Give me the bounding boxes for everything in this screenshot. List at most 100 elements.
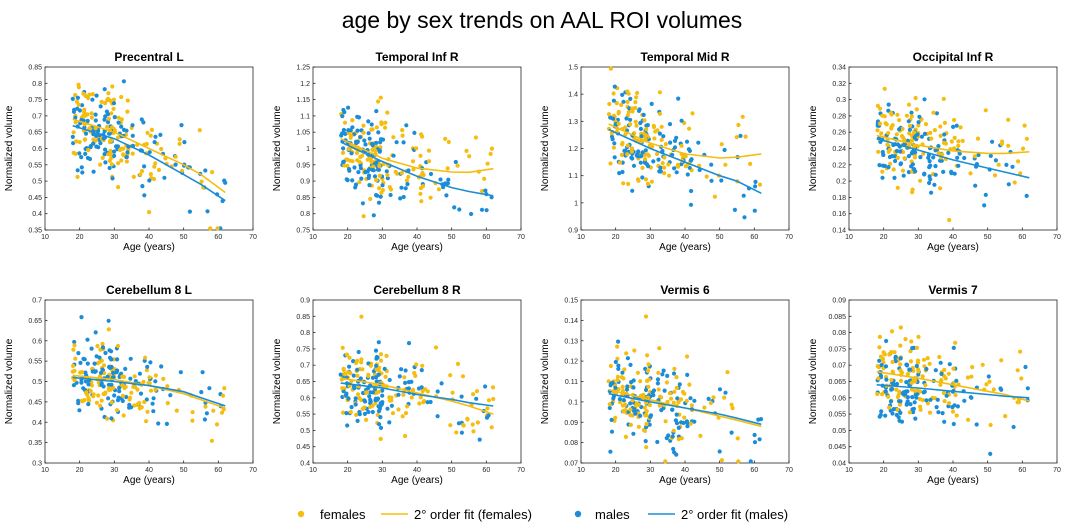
male-point bbox=[435, 414, 440, 419]
female-point bbox=[643, 413, 648, 418]
x-tick-label: 40 bbox=[145, 467, 153, 474]
female-point bbox=[151, 176, 157, 182]
female-point bbox=[667, 391, 673, 396]
female-point bbox=[143, 355, 148, 360]
male-point bbox=[639, 154, 644, 159]
male-point bbox=[613, 359, 618, 365]
female-point bbox=[886, 394, 891, 399]
male-point bbox=[883, 364, 889, 369]
female-point bbox=[636, 402, 641, 407]
male-point bbox=[376, 130, 381, 135]
male-point bbox=[153, 134, 158, 139]
female-point bbox=[116, 115, 121, 120]
female-point bbox=[120, 374, 125, 379]
female-point bbox=[629, 149, 635, 154]
male-point bbox=[722, 147, 727, 153]
male-point bbox=[156, 421, 161, 426]
female-point bbox=[928, 130, 933, 135]
female-point bbox=[359, 357, 364, 362]
female-point bbox=[625, 143, 630, 148]
panel-7: 10 20 30 40 50 60 70 0.07 0.08 0.09 0.1 0.11 0.12 0.1… bbox=[540, 283, 793, 486]
female-point bbox=[892, 350, 897, 355]
male-point bbox=[612, 141, 617, 146]
legend-fit-males-label: 2° order fit (males) bbox=[681, 507, 788, 522]
y-tick-label: 0.9 bbox=[300, 179, 310, 186]
male-point bbox=[342, 110, 347, 115]
male-point bbox=[656, 157, 661, 162]
male-point bbox=[138, 391, 144, 396]
female-point bbox=[222, 386, 227, 391]
x-tick-label: 20 bbox=[344, 234, 352, 241]
male-point bbox=[933, 368, 938, 373]
male-point bbox=[882, 163, 888, 169]
female-point bbox=[426, 159, 432, 164]
female-point bbox=[898, 368, 903, 373]
female-point bbox=[124, 159, 129, 164]
male-point bbox=[347, 364, 352, 369]
female-point bbox=[719, 458, 725, 463]
male-point bbox=[684, 139, 690, 144]
female-point bbox=[190, 410, 195, 415]
legend: females 2° order fit (females) males 2° … bbox=[297, 507, 788, 522]
male-point bbox=[883, 389, 888, 394]
male-point bbox=[670, 407, 675, 412]
x-axis-label: Age (years) bbox=[123, 475, 175, 486]
male-point bbox=[886, 102, 891, 107]
male-point bbox=[692, 398, 697, 403]
male-point bbox=[916, 120, 921, 125]
female-point bbox=[915, 360, 921, 365]
male-point bbox=[938, 360, 943, 365]
male-point bbox=[90, 97, 95, 102]
female-point bbox=[420, 389, 425, 394]
male-point bbox=[344, 411, 349, 416]
female-point bbox=[106, 91, 111, 96]
x-tick-label: 70 bbox=[249, 467, 257, 474]
y-tick-label: 0.08 bbox=[832, 330, 846, 337]
male-point bbox=[688, 202, 694, 207]
y-tick-label: 0.07 bbox=[564, 461, 578, 468]
female-point bbox=[77, 139, 82, 145]
male-point bbox=[672, 138, 678, 143]
female-point bbox=[1000, 139, 1005, 144]
female-point bbox=[917, 396, 922, 402]
x-tick-label: 30 bbox=[110, 467, 118, 474]
fit-line-males bbox=[72, 124, 226, 202]
female-point bbox=[644, 422, 649, 427]
female-point bbox=[927, 410, 933, 415]
female-point bbox=[608, 161, 613, 166]
male-point bbox=[696, 140, 701, 145]
female-point bbox=[626, 110, 631, 115]
female-point bbox=[672, 366, 677, 371]
x-tick-label: 60 bbox=[1018, 234, 1026, 241]
female-point bbox=[918, 178, 923, 183]
x-tick-label: 60 bbox=[1018, 467, 1026, 474]
x-tick-label: 20 bbox=[344, 467, 352, 474]
female-point bbox=[615, 344, 620, 349]
female-point bbox=[611, 145, 617, 150]
male-point bbox=[452, 205, 457, 210]
female-point bbox=[939, 378, 944, 383]
female-point bbox=[99, 99, 104, 104]
male-point bbox=[709, 178, 714, 183]
panel-title: Vermis 6 bbox=[660, 283, 710, 297]
male-point bbox=[378, 415, 383, 420]
female-point bbox=[966, 417, 971, 422]
male-point bbox=[913, 416, 918, 421]
female-point bbox=[757, 182, 763, 187]
male-point bbox=[109, 416, 114, 421]
female-point bbox=[106, 116, 111, 121]
female-point bbox=[465, 416, 470, 421]
male-point bbox=[148, 360, 153, 365]
male-point bbox=[648, 414, 653, 419]
male-point bbox=[910, 407, 915, 412]
male-point bbox=[352, 384, 357, 389]
y-tick-label: 0.15 bbox=[564, 298, 578, 305]
female-point bbox=[623, 132, 628, 137]
male-point bbox=[912, 135, 917, 140]
female-point bbox=[341, 366, 346, 371]
female-point bbox=[119, 117, 124, 122]
female-point bbox=[385, 110, 390, 115]
female-point bbox=[165, 384, 170, 389]
male-point bbox=[952, 171, 957, 176]
y-tick-label: 0.3 bbox=[836, 97, 846, 104]
